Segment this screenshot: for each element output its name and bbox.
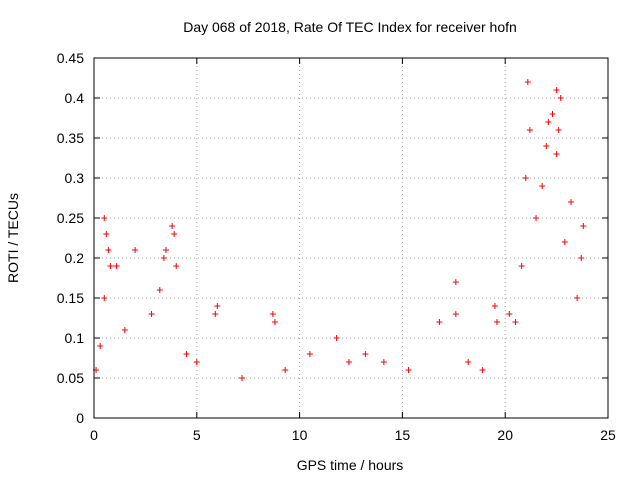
- data-point: [212, 311, 219, 317]
- data-point: [506, 311, 513, 317]
- y-tick-label: 0.35: [57, 130, 84, 146]
- data-point: [97, 343, 104, 349]
- data-point: [479, 367, 486, 373]
- chart-title: Day 068 of 2018, Rate Of TEC Index for r…: [183, 19, 517, 35]
- data-point: [405, 367, 412, 373]
- data-points: [93, 79, 587, 381]
- data-point: [545, 119, 552, 125]
- data-point: [533, 215, 540, 221]
- data-point: [452, 279, 459, 285]
- data-point: [465, 359, 472, 365]
- data-point: [567, 199, 574, 205]
- data-point: [578, 255, 585, 261]
- data-point: [306, 351, 313, 357]
- y-tick-label: 0.25: [57, 210, 84, 226]
- x-tick-label: 20: [497, 427, 513, 443]
- data-point: [160, 255, 167, 261]
- data-point: [512, 319, 519, 325]
- y-tick-label: 0.15: [57, 290, 84, 306]
- data-point: [574, 295, 581, 301]
- data-point: [193, 359, 200, 365]
- data-point: [162, 247, 169, 253]
- data-point: [271, 319, 278, 325]
- data-point: [183, 351, 190, 357]
- data-point: [173, 263, 180, 269]
- x-tick-label: 25: [600, 427, 616, 443]
- data-point: [543, 143, 550, 149]
- data-point: [561, 239, 568, 245]
- y-tick-label: 0.05: [57, 370, 84, 386]
- data-point: [214, 303, 221, 309]
- data-point: [121, 327, 128, 333]
- data-point: [156, 287, 163, 293]
- data-point: [555, 127, 562, 133]
- data-point: [105, 247, 112, 253]
- y-tick-label: 0.1: [65, 330, 85, 346]
- data-point: [553, 87, 560, 93]
- data-point: [169, 223, 176, 229]
- data-point: [580, 223, 587, 229]
- data-point: [103, 231, 110, 237]
- y-tick-label: 0.3: [65, 170, 85, 186]
- data-point: [524, 79, 531, 85]
- x-tick-label: 10: [292, 427, 308, 443]
- data-point: [113, 263, 120, 269]
- data-point: [107, 263, 114, 269]
- data-point: [518, 263, 525, 269]
- data-point: [436, 319, 443, 325]
- data-point: [452, 311, 459, 317]
- data-point: [522, 175, 529, 181]
- plot-area-frame: [93, 57, 609, 419]
- grid-lines: [94, 58, 608, 418]
- x-tick-label: 0: [90, 427, 98, 443]
- y-tick-label: 0.45: [57, 50, 84, 66]
- data-point: [491, 303, 498, 309]
- data-point: [345, 359, 352, 365]
- data-point: [282, 367, 289, 373]
- data-point: [333, 335, 340, 341]
- data-point: [526, 127, 533, 133]
- data-point: [380, 359, 387, 365]
- y-axis-label: ROTI / TECUs: [5, 193, 21, 283]
- data-point: [269, 311, 276, 317]
- data-point: [101, 295, 108, 301]
- data-point: [171, 231, 178, 237]
- x-tick-label: 5: [193, 427, 201, 443]
- data-point: [493, 319, 500, 325]
- data-point: [239, 375, 246, 381]
- x-axis-label: GPS time / hours: [297, 457, 404, 473]
- x-tick-label: 15: [395, 427, 411, 443]
- data-point: [539, 183, 546, 189]
- data-point: [553, 151, 560, 157]
- y-tick-label: 0: [76, 410, 84, 426]
- data-point: [549, 111, 556, 117]
- data-point: [132, 247, 139, 253]
- y-tick-label: 0.4: [65, 90, 85, 106]
- y-tick-label: 0.2: [65, 250, 85, 266]
- axis-ticks: 0 5 10 15 20 25 0 0.05 0.1 0.15 0.2 0.25 0.3 0.35 0.4 0…: [57, 50, 616, 443]
- data-point: [101, 215, 108, 221]
- data-point: [557, 95, 564, 101]
- data-point: [362, 351, 369, 357]
- data-point: [148, 311, 155, 317]
